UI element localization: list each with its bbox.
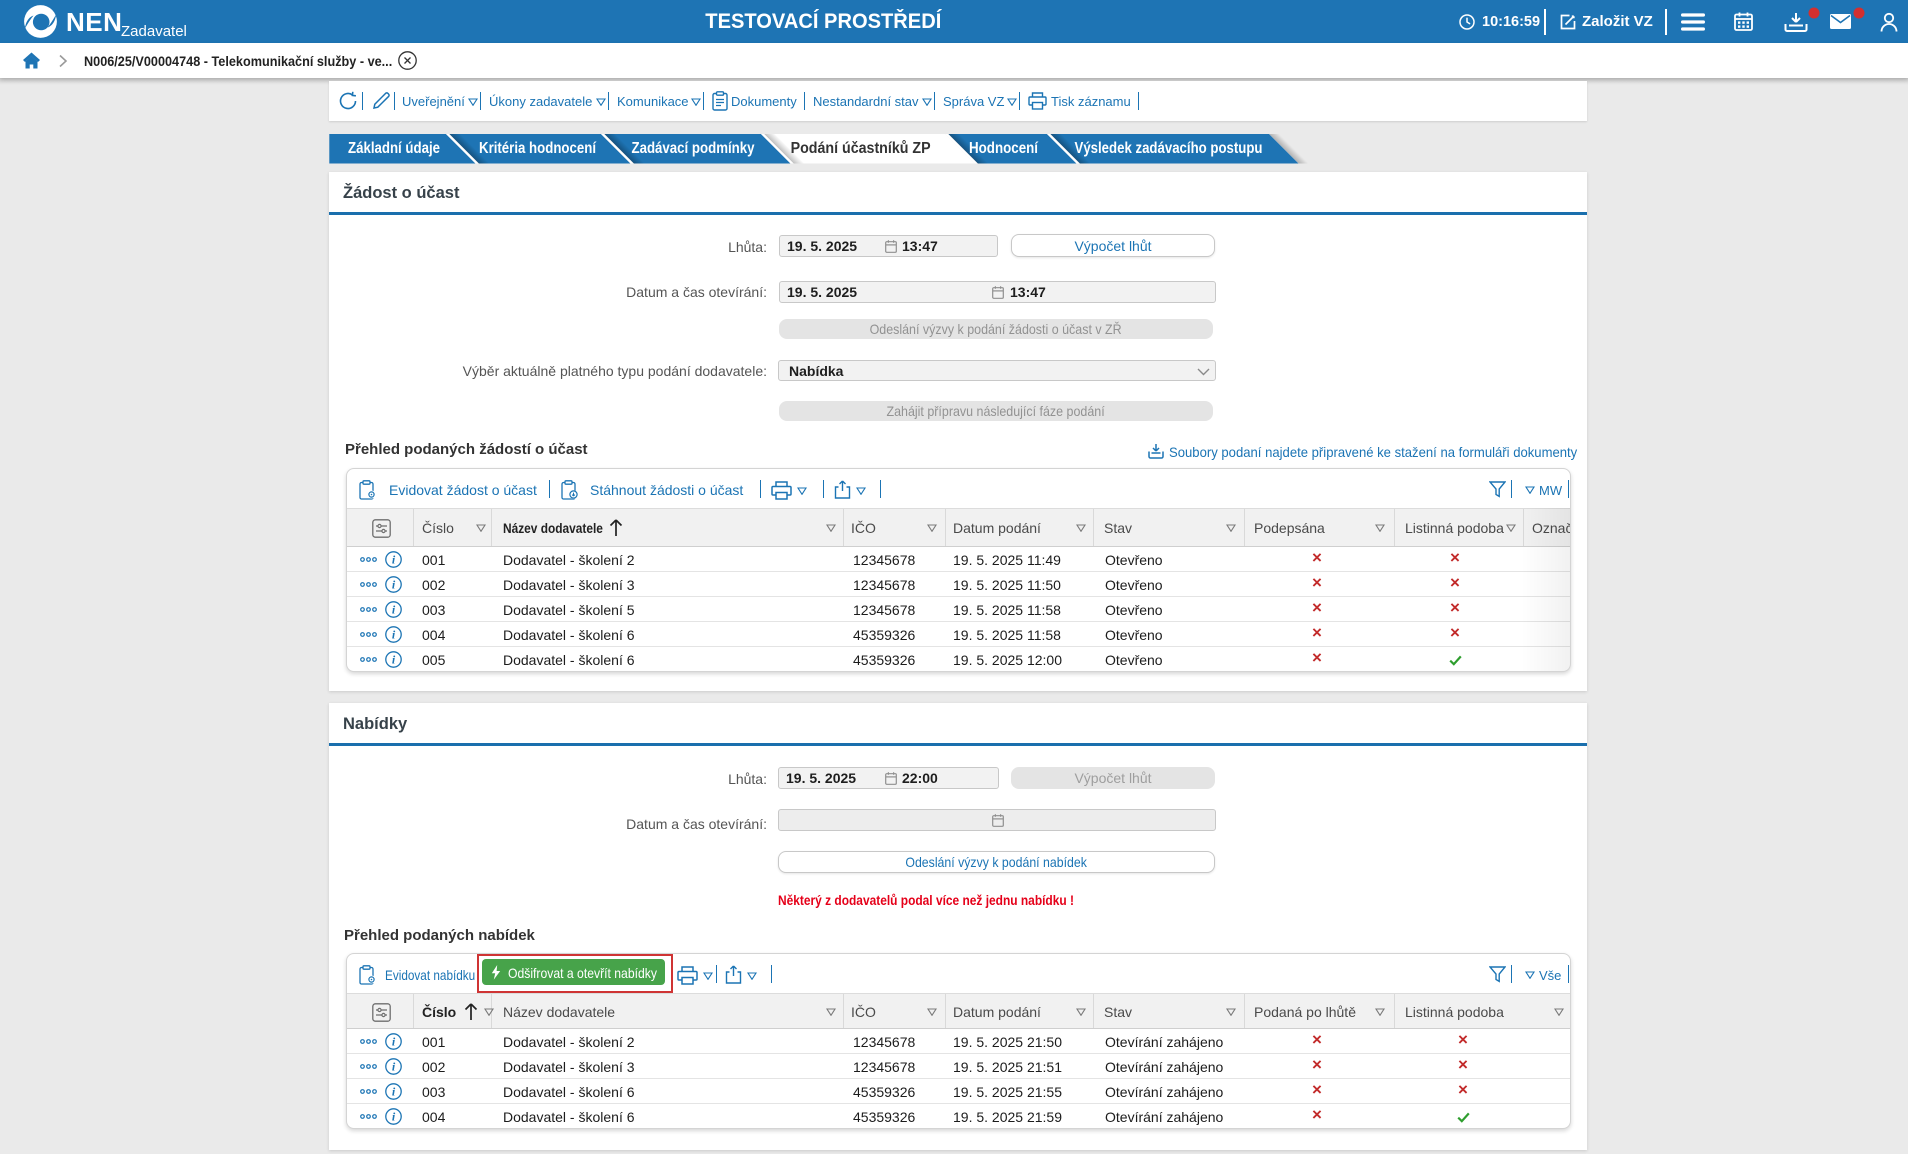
svg-text:Výsledek zadávacího postupu: Výsledek zadávacího postupu bbox=[1075, 140, 1263, 157]
svg-text:i: i bbox=[392, 628, 396, 642]
svg-text:Podání účastníků ZP: Podání účastníků ZP bbox=[791, 140, 931, 157]
svg-text:Kritéria hodnocení: Kritéria hodnocení bbox=[479, 140, 597, 157]
svg-text:Hodnocení: Hodnocení bbox=[969, 140, 1039, 157]
svg-text:i: i bbox=[392, 553, 396, 567]
svg-text:i: i bbox=[392, 1060, 396, 1074]
svg-text:i: i bbox=[392, 1035, 396, 1049]
svg-text:i: i bbox=[392, 1085, 396, 1099]
svg-text:i: i bbox=[392, 603, 396, 617]
svg-text:i: i bbox=[392, 653, 396, 667]
svg-text:Základní údaje: Základní údaje bbox=[348, 140, 440, 157]
svg-text:Zadávací podmínky: Zadávací podmínky bbox=[632, 140, 755, 157]
svg-text:i: i bbox=[392, 1110, 396, 1124]
svg-text:i: i bbox=[392, 578, 396, 592]
